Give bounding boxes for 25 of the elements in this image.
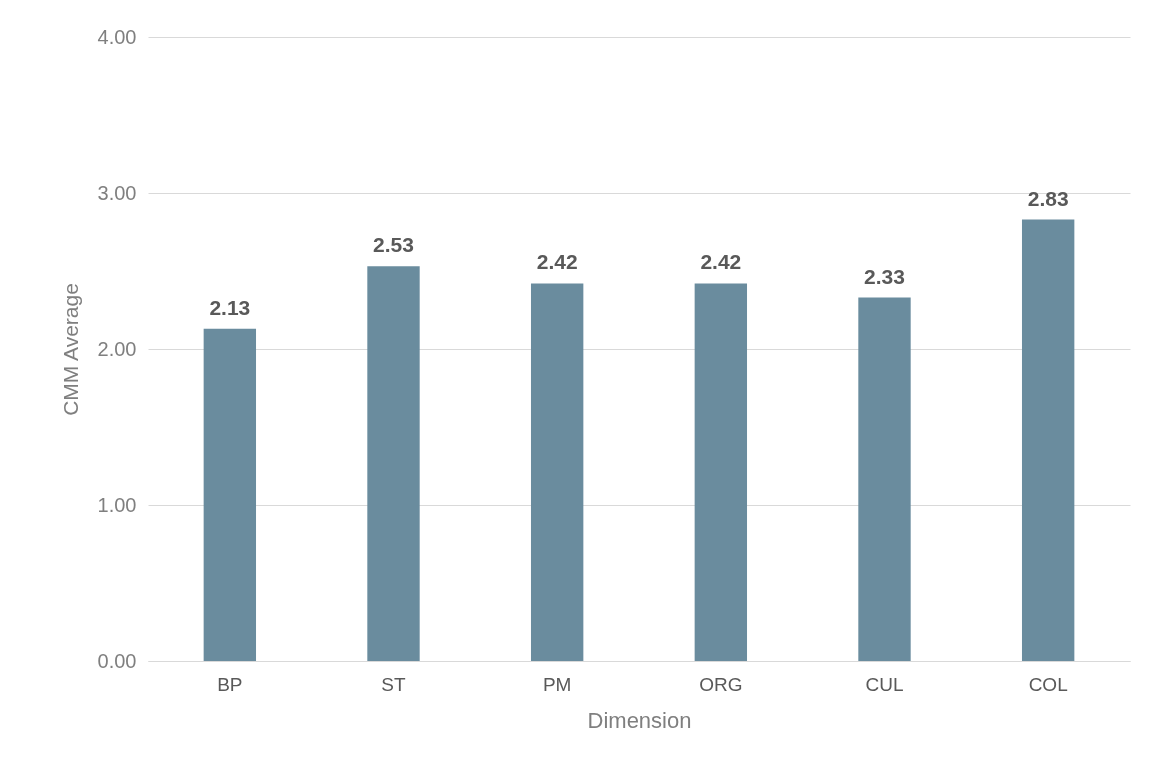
y-tick-label: 3.00 (97, 181, 137, 204)
data-label: 2.83 (1027, 186, 1069, 210)
x-tick-label: BP (217, 673, 243, 695)
y-axis-title: CMM Average (58, 283, 82, 416)
data-label: 2.42 (536, 250, 578, 274)
bar (1021, 219, 1075, 661)
bar (203, 328, 257, 661)
x-tick-label: PM (542, 673, 572, 695)
data-label: 2.42 (700, 250, 742, 274)
x-tick-label: COL (1028, 673, 1068, 695)
y-tick-label: 4.00 (97, 25, 137, 48)
y-tick-label: 1.00 (97, 493, 137, 516)
x-tick-label: ST (381, 673, 407, 695)
bar (367, 266, 420, 661)
x-axis-title: Dimension (587, 707, 692, 733)
data-label: 2.33 (864, 264, 905, 288)
x-tick-label: ORG (699, 673, 743, 695)
x-tick-label: CUL (865, 673, 904, 695)
bar (530, 283, 584, 661)
bar (694, 283, 748, 661)
data-label: 2.13 (209, 295, 251, 319)
data-label: 2.53 (373, 233, 414, 257)
y-tick-label: 0.00 (97, 649, 137, 672)
y-tick-label: 2.00 (97, 337, 137, 360)
bar (858, 297, 911, 661)
